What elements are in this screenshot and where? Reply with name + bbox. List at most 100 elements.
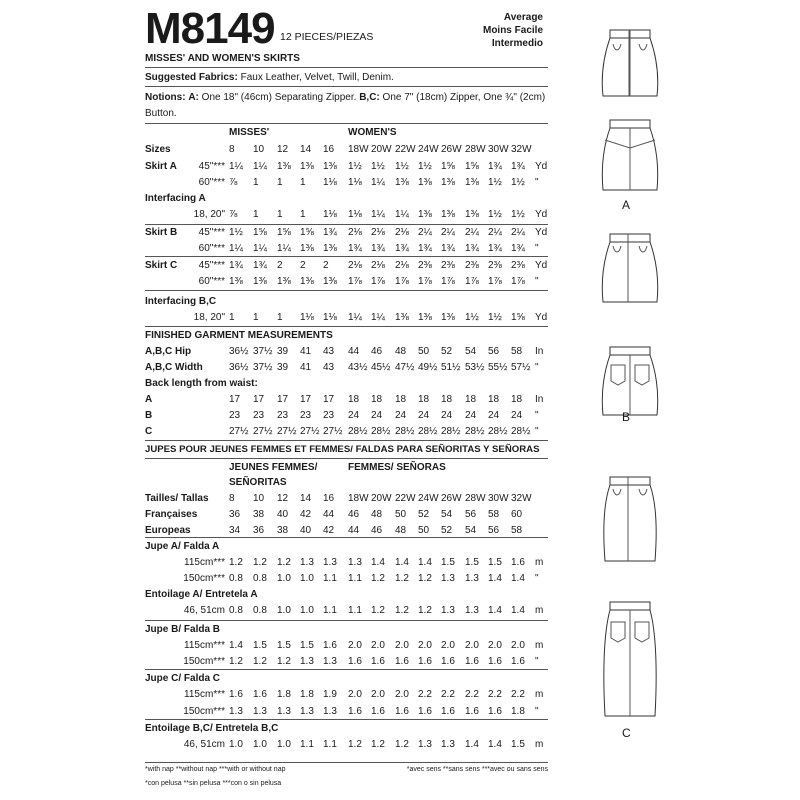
metric-row-label: Jupe A/ Falda A bbox=[145, 541, 220, 552]
fabrics-text: Faux Leather, Velvet, Twill, Denim. bbox=[240, 72, 394, 83]
metric-unit: m bbox=[535, 640, 544, 651]
metric-cell: 60 bbox=[511, 509, 523, 520]
english-row-sublabel: 60"*** bbox=[198, 243, 225, 254]
english-cell: 32W bbox=[511, 144, 532, 155]
metric-cell: 1.2 bbox=[348, 739, 362, 750]
metric-cell: 50 bbox=[418, 525, 430, 536]
metric-cell: 1.0 bbox=[277, 605, 291, 616]
english-unit: " bbox=[535, 362, 539, 373]
metric-cell: 2.2 bbox=[441, 689, 455, 700]
metric-cell: 46 bbox=[348, 509, 360, 520]
english-cell: 1½ bbox=[488, 209, 502, 220]
metric-cell: 1.4 bbox=[511, 573, 525, 584]
notions-a-text: One 18" (46cm) Separating Zipper. bbox=[201, 92, 357, 103]
metric-cell: 1.5 bbox=[488, 557, 502, 568]
english-cell: 1½ bbox=[418, 161, 432, 172]
english-cell: 24 bbox=[511, 410, 523, 421]
english-cell: 24 bbox=[395, 410, 407, 421]
english-cell: 58 bbox=[511, 346, 523, 357]
metric-cell: 1.2 bbox=[395, 739, 409, 750]
english-cell: 2⅛ bbox=[348, 260, 362, 271]
english-cell: 28½ bbox=[465, 426, 485, 437]
metric-cell: 36 bbox=[229, 509, 241, 520]
metric-cell: 52 bbox=[441, 525, 453, 536]
english-row-sublabel: 60"*** bbox=[198, 276, 225, 287]
metric-cell: 1.6 bbox=[323, 640, 337, 651]
metric-cell: 1.2 bbox=[229, 557, 243, 568]
metric-cell: 2.0 bbox=[511, 640, 525, 651]
divider bbox=[145, 537, 548, 538]
metric-cell: 1.4 bbox=[465, 739, 479, 750]
metric-cell: 46 bbox=[371, 525, 383, 536]
metric-cell: 1.2 bbox=[277, 557, 291, 568]
difficulty-es: Intermedio bbox=[491, 38, 543, 49]
english-cell: 56 bbox=[488, 346, 500, 357]
english-cell: 24 bbox=[371, 410, 383, 421]
english-cell: 1⅝ bbox=[511, 312, 525, 323]
metric-cell: 24W bbox=[418, 493, 439, 504]
english-cell: 50 bbox=[418, 346, 430, 357]
english-cell: 44 bbox=[348, 346, 360, 357]
footnote-fr: *avec sens **sans sens ***avec ou sans s… bbox=[406, 766, 548, 773]
english-cell: 1 bbox=[253, 177, 259, 188]
metric-cell: 12 bbox=[277, 493, 289, 504]
english-cell: 1¼ bbox=[395, 209, 409, 220]
metric-cell: 0.8 bbox=[253, 605, 267, 616]
metric-unit: m bbox=[535, 739, 544, 750]
english-row-label: A,B,C Width bbox=[145, 362, 203, 373]
english-cell: 28½ bbox=[441, 426, 461, 437]
metric-cell: 2.0 bbox=[348, 689, 362, 700]
metric-cell: 1.3 bbox=[418, 739, 432, 750]
english-row-label: C bbox=[145, 426, 153, 437]
english-row-sublabel: 45"*** bbox=[198, 260, 225, 271]
english-cell: 1¾ bbox=[323, 227, 337, 238]
english-cell: 1⅛ bbox=[323, 312, 337, 323]
english-row-sublabel: 45"*** bbox=[198, 227, 225, 238]
english-cell: 1⅝ bbox=[441, 161, 455, 172]
divider bbox=[145, 326, 548, 327]
senoritas-header: SEÑORITAS bbox=[229, 477, 287, 488]
english-cell: 41 bbox=[300, 346, 312, 357]
english-cell: 24 bbox=[348, 410, 360, 421]
metric-cell: 54 bbox=[441, 509, 453, 520]
english-cell: 1⅛ bbox=[323, 177, 337, 188]
metric-cell: 1.6 bbox=[371, 706, 385, 717]
view-label-b: B bbox=[622, 410, 631, 424]
metric-cell: 34 bbox=[229, 525, 241, 536]
english-cell: 1⅛ bbox=[348, 209, 362, 220]
metric-unit: " bbox=[535, 656, 539, 667]
english-cell: 1⅞ bbox=[488, 276, 502, 287]
english-cell: 1⅜ bbox=[323, 276, 337, 287]
metric-cell: 32W bbox=[511, 493, 532, 504]
view-label-c: C bbox=[622, 726, 631, 740]
english-cell: 27½ bbox=[229, 426, 249, 437]
english-cell: 23 bbox=[253, 410, 265, 421]
metric-unit: m bbox=[535, 605, 544, 616]
english-cell: 1⅛ bbox=[323, 209, 337, 220]
english-cell: 1⅝ bbox=[253, 227, 267, 238]
metric-cell: 44 bbox=[348, 525, 360, 536]
metric-cell: 0.8 bbox=[229, 605, 243, 616]
english-unit: In bbox=[535, 346, 544, 357]
english-cell: 1½ bbox=[488, 312, 502, 323]
metric-cell: 1.5 bbox=[253, 640, 267, 651]
english-cell: 1¾ bbox=[511, 243, 525, 254]
english-row-label: Interfacing B,C bbox=[145, 296, 217, 307]
metric-cell: 2.0 bbox=[488, 640, 502, 651]
metric-cell: 1.4 bbox=[418, 557, 432, 568]
femmes-senoras-header: FEMMES/ SEÑORAS bbox=[348, 462, 446, 473]
metric-unit: " bbox=[535, 573, 539, 584]
metric-cell: 1.4 bbox=[488, 739, 502, 750]
english-cell: 1¾ bbox=[418, 243, 432, 254]
metric-cell: 2.0 bbox=[418, 640, 432, 651]
metric-cell: 1.6 bbox=[465, 656, 479, 667]
english-cell: 43½ bbox=[348, 362, 368, 373]
english-cell: 28½ bbox=[371, 426, 391, 437]
metric-cell: 1.6 bbox=[371, 656, 385, 667]
metric-cell: 48 bbox=[371, 509, 383, 520]
english-row-label: Skirt C bbox=[145, 260, 178, 271]
skirt-c-front-illustration bbox=[603, 476, 657, 562]
metric-cell: 0.8 bbox=[253, 573, 267, 584]
metric-cell: 40 bbox=[277, 509, 289, 520]
english-cell: 2 bbox=[323, 260, 329, 271]
